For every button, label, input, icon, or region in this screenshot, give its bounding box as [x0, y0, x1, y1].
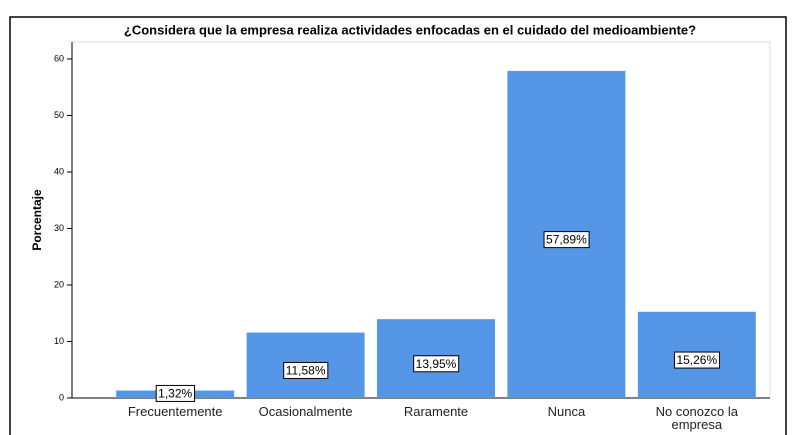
y-tick-label: 50	[54, 110, 64, 120]
y-tick-label: 20	[54, 279, 64, 289]
data-label-box	[673, 351, 720, 369]
y-tick-label: 30	[54, 223, 64, 233]
x-tick-label: Raramente	[403, 404, 469, 419]
frame	[9, 16, 787, 435]
chart-title: ¿Considera que la empresa realiza activi…	[124, 22, 696, 37]
y-tick-label: 60	[54, 53, 64, 63]
x-tick-label: Ocasionalmente	[258, 404, 353, 419]
data-label-box	[413, 355, 460, 373]
y-tick-label: 0	[59, 392, 64, 402]
data-label-box	[543, 231, 590, 249]
data-label: 15,26%	[676, 353, 717, 367]
data-label-box	[155, 384, 196, 402]
y-tick-label: 40	[54, 166, 64, 176]
data-label: 13,95%	[416, 357, 457, 371]
data-label: 11,58%	[286, 363, 326, 377]
y-axis-label: Porcentaje	[30, 189, 44, 251]
data-label-box	[283, 361, 329, 379]
data-label: 57,89%	[546, 233, 587, 247]
x-tick-label: Nunca	[547, 404, 586, 419]
x-tick-label: No conozco la empresa	[655, 404, 738, 432]
y-tick-label: 10	[54, 336, 64, 346]
x-tick-label: Frecuentemente	[127, 404, 223, 419]
data-label: 1,32%	[158, 386, 192, 400]
